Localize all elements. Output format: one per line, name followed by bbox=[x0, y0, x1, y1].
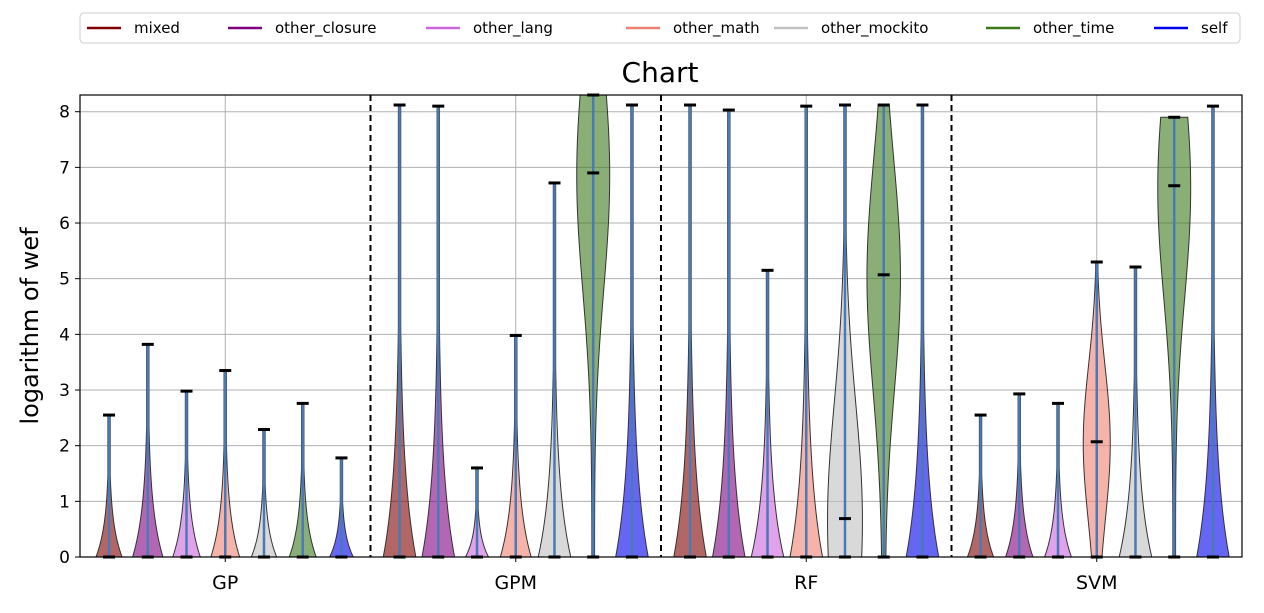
chart-title: Chart bbox=[622, 56, 699, 89]
y-tick-label: 4 bbox=[59, 325, 70, 345]
x-tick-label: GP bbox=[212, 572, 238, 594]
y-axis-label: logarithm of wef bbox=[16, 227, 44, 425]
x-tick-label: GPM bbox=[494, 572, 537, 594]
violins bbox=[95, 93, 1230, 559]
x-tick-label: RF bbox=[794, 572, 818, 594]
legend-label: other_mockito bbox=[821, 19, 928, 38]
legend-label: other_closure bbox=[275, 19, 376, 38]
plot-frame bbox=[79, 94, 1243, 558]
y-tick-label: 0 bbox=[59, 548, 70, 568]
y-tick-label: 2 bbox=[59, 437, 70, 457]
y-tick-label: 7 bbox=[59, 158, 70, 178]
legend-label: other_math bbox=[673, 19, 760, 38]
y-tick-label: 8 bbox=[59, 103, 70, 123]
y-tick-label: 1 bbox=[59, 492, 70, 512]
y-tick-label: 6 bbox=[59, 214, 70, 234]
legend-label: self bbox=[1201, 19, 1228, 37]
legend-label: other_time bbox=[1033, 19, 1114, 38]
legend: mixed other_closure other_lang other_math ot… bbox=[79, 12, 1241, 44]
legend-label: other_lang bbox=[473, 19, 553, 38]
y-tick-label: 3 bbox=[59, 381, 70, 401]
axes: 0 1 2 3 4 5 6 7 8 GP GPM RF SVM bbox=[59, 94, 1243, 594]
legend-label: mixed bbox=[134, 19, 180, 37]
x-tick-label: SVM bbox=[1076, 572, 1117, 594]
y-tick-label: 5 bbox=[59, 270, 70, 290]
